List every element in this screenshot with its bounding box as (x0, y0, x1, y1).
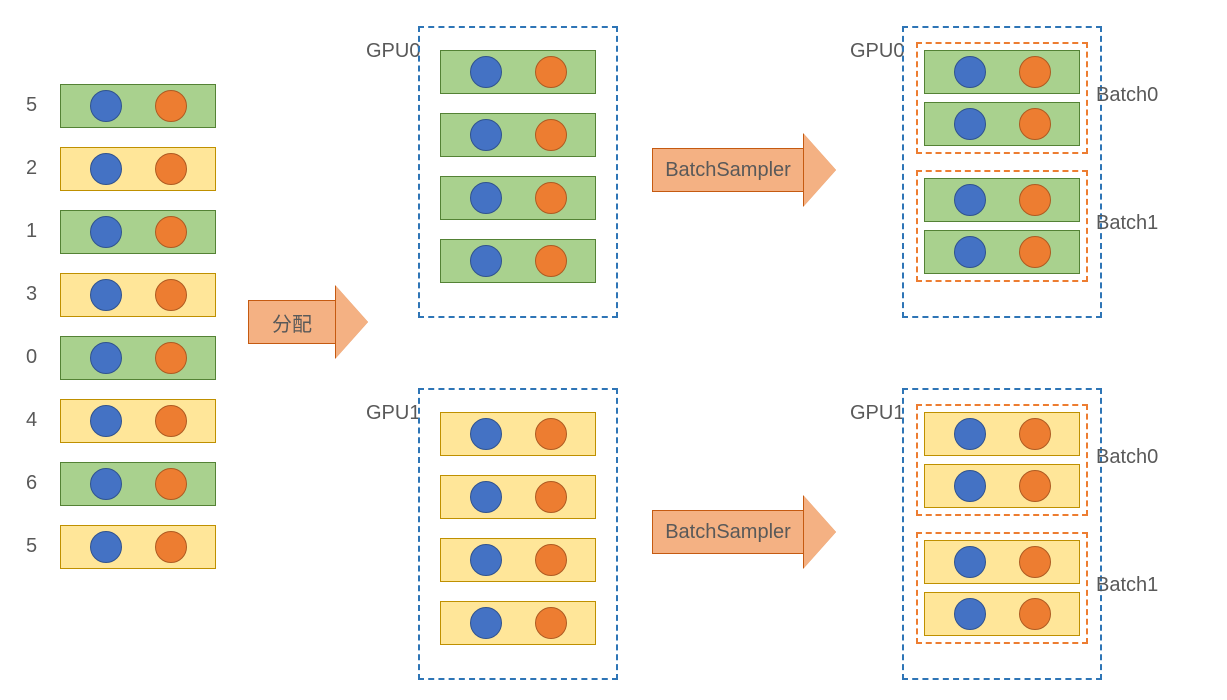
mid-gpu0-row-2 (440, 176, 596, 220)
mid-gpu0-label: GPU0 (366, 40, 420, 63)
orange-dot (535, 418, 567, 450)
right-gpu0-batch0-label: Batch0 (1096, 84, 1158, 107)
left-index-1: 2 (26, 157, 37, 180)
orange-dot (155, 468, 187, 500)
left-index-0: 5 (26, 94, 37, 117)
orange-dot (155, 531, 187, 563)
orange-dot (535, 119, 567, 151)
blue-dot (90, 531, 122, 563)
left-row-0 (60, 84, 216, 128)
left-index-6: 6 (26, 472, 37, 495)
left-index-4: 0 (26, 346, 37, 369)
left-index-5: 4 (26, 409, 37, 432)
mid-gpu0-row-1 (440, 113, 596, 157)
orange-dot (535, 245, 567, 277)
arrow-head (336, 286, 368, 358)
right-gpu0-batch1-label: Batch1 (1096, 212, 1158, 235)
arrow-distribute: 分配 (248, 300, 368, 344)
left-row-4 (60, 336, 216, 380)
mid-gpu1-row-1 (440, 475, 596, 519)
mid-gpu1-row-0 (440, 412, 596, 456)
mid-gpu1-row-3 (440, 601, 596, 645)
left-index-2: 1 (26, 220, 37, 243)
blue-dot (90, 216, 122, 248)
left-index-7: 5 (26, 535, 37, 558)
left-row-6 (60, 462, 216, 506)
blue-dot (470, 418, 502, 450)
orange-dot (155, 216, 187, 248)
left-row-1 (60, 147, 216, 191)
right-gpu0-batch0-box (916, 42, 1088, 154)
right-gpu1-batch1-box (916, 532, 1088, 644)
left-row-2 (60, 210, 216, 254)
orange-dot (155, 90, 187, 122)
blue-dot (470, 544, 502, 576)
arrow-body: BatchSampler (652, 148, 804, 192)
mid-gpu0-row-0 (440, 50, 596, 94)
left-row-5 (60, 399, 216, 443)
arrow-batchsampler-1: BatchSampler (652, 510, 836, 554)
left-row-3 (60, 273, 216, 317)
arrow-head (804, 496, 836, 568)
orange-dot (155, 405, 187, 437)
blue-dot (470, 119, 502, 151)
blue-dot (470, 607, 502, 639)
left-row-7 (60, 525, 216, 569)
right-gpu0-batch1-box (916, 170, 1088, 282)
blue-dot (90, 405, 122, 437)
blue-dot (90, 90, 122, 122)
right-gpu1-label: GPU1 (850, 402, 904, 425)
blue-dot (90, 279, 122, 311)
diagram-canvas: 5 2 1 3 0 4 6 5 分配 GPU0 GPU1 BatchSampler BatchSampl… (0, 0, 1227, 700)
mid-gpu0-row-3 (440, 239, 596, 283)
arrow-body: 分配 (248, 300, 336, 344)
right-gpu1-batch1-label: Batch1 (1096, 574, 1158, 597)
orange-dot (155, 279, 187, 311)
blue-dot (470, 56, 502, 88)
orange-dot (535, 481, 567, 513)
right-gpu0-label: GPU0 (850, 40, 904, 63)
orange-dot (535, 544, 567, 576)
arrow-body: BatchSampler (652, 510, 804, 554)
mid-gpu1-label: GPU1 (366, 402, 420, 425)
blue-dot (90, 342, 122, 374)
orange-dot (535, 56, 567, 88)
orange-dot (535, 182, 567, 214)
orange-dot (155, 153, 187, 185)
arrow-head (804, 134, 836, 206)
left-index-3: 3 (26, 283, 37, 306)
orange-dot (535, 607, 567, 639)
orange-dot (155, 342, 187, 374)
blue-dot (470, 481, 502, 513)
right-gpu1-batch0-box (916, 404, 1088, 516)
arrow-batchsampler-0: BatchSampler (652, 148, 836, 192)
blue-dot (470, 182, 502, 214)
blue-dot (90, 153, 122, 185)
right-gpu1-batch0-label: Batch0 (1096, 446, 1158, 469)
blue-dot (90, 468, 122, 500)
blue-dot (470, 245, 502, 277)
mid-gpu1-row-2 (440, 538, 596, 582)
